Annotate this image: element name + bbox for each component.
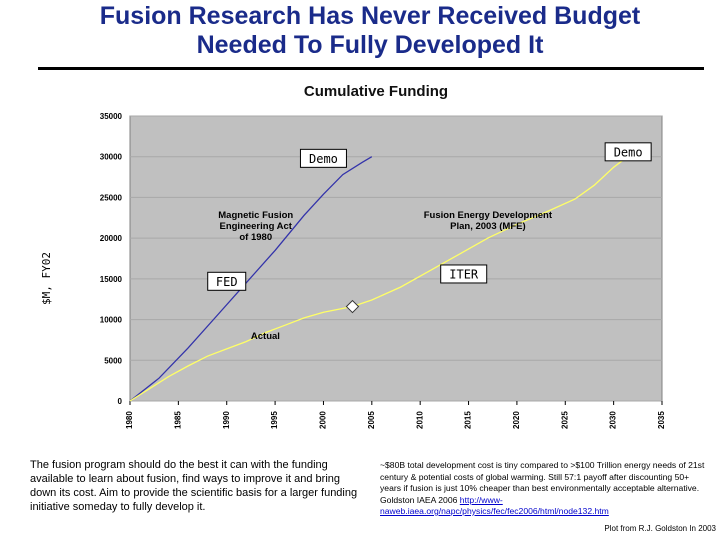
x-tick-label: 2035 xyxy=(657,411,666,429)
annotation-0-line-0: Magnetic Fusion xyxy=(218,210,293,221)
y-axis-label: $M, FY02 xyxy=(40,252,53,305)
annotation-0-line-1: Engineering Act xyxy=(219,221,292,232)
plot-area xyxy=(129,115,663,402)
y-tick-label: 30000 xyxy=(100,153,123,162)
title-line-2: Needed To Fully Developed It xyxy=(196,31,544,59)
x-tick-label: 1985 xyxy=(173,411,182,429)
annotation-1-line-0: Fusion Energy Development xyxy=(424,210,553,221)
annotation-1-line-1: Plan, 2003 (MFE) xyxy=(450,221,526,232)
x-tick-label: 2030 xyxy=(609,411,618,429)
page-title: Fusion Research Has Never Received Budge… xyxy=(0,2,720,60)
series-line-1 xyxy=(129,305,353,402)
x-tick-label: 2025 xyxy=(560,411,569,429)
x-tick-label: 2000 xyxy=(319,411,328,429)
y-tick-label: 5000 xyxy=(104,356,122,365)
title-divider xyxy=(38,67,704,70)
boxed-label-3: ITER xyxy=(449,267,479,281)
title-line-1: Fusion Research Has Never Received Budge… xyxy=(99,2,641,30)
x-tick-label: 2020 xyxy=(512,411,521,429)
boxed-label-1: Demo xyxy=(614,145,643,159)
iaea-link[interactable]: http://www-naweb.iaea.org/napc/physics/f… xyxy=(380,494,609,517)
y-tick-label: 35000 xyxy=(100,112,123,121)
x-tick-label: 2010 xyxy=(415,411,424,429)
x-tick-label: 2005 xyxy=(367,411,376,429)
right-caption: ~$80B total development cost is tiny com… xyxy=(380,460,710,518)
x-tick-label: 2015 xyxy=(464,411,473,429)
iter-diamond-marker xyxy=(345,299,360,314)
right-caption-text: ~$80B total development cost is tiny com… xyxy=(380,460,705,505)
boxed-label-box-0 xyxy=(299,148,347,168)
left-caption: The fusion program should do the best it… xyxy=(30,459,358,513)
boxed-label-box-1 xyxy=(604,142,652,162)
y-tick-label: 20000 xyxy=(100,234,123,243)
cumulative-funding-chart: Cumulative Funding 0 5000 10000 15000 20000 25… xyxy=(40,83,666,429)
y-tick-label: 10000 xyxy=(100,316,123,325)
boxed-label-box-3 xyxy=(440,264,488,284)
annotation-2-line-0: Actual xyxy=(251,331,280,342)
x-tick-label: 1990 xyxy=(222,411,231,429)
annotation-0-line-2: of 1980 xyxy=(239,232,272,243)
y-tick-label: 15000 xyxy=(100,275,123,284)
x-tick-label: 1980 xyxy=(125,411,134,429)
series-line-2 xyxy=(352,147,643,308)
y-tick-label: 0 xyxy=(118,397,123,406)
boxed-label-0: Demo xyxy=(309,152,338,166)
chart-title: Cumulative Funding xyxy=(304,83,448,100)
y-tick-label: 25000 xyxy=(100,193,123,202)
boxed-label-2: FED xyxy=(216,275,238,289)
plot-credit: Plot from R.J. Goldston In 2003 xyxy=(604,524,716,533)
series-line-0 xyxy=(129,156,373,402)
x-tick-label: 1995 xyxy=(270,411,279,429)
boxed-label-box-2 xyxy=(207,271,247,291)
